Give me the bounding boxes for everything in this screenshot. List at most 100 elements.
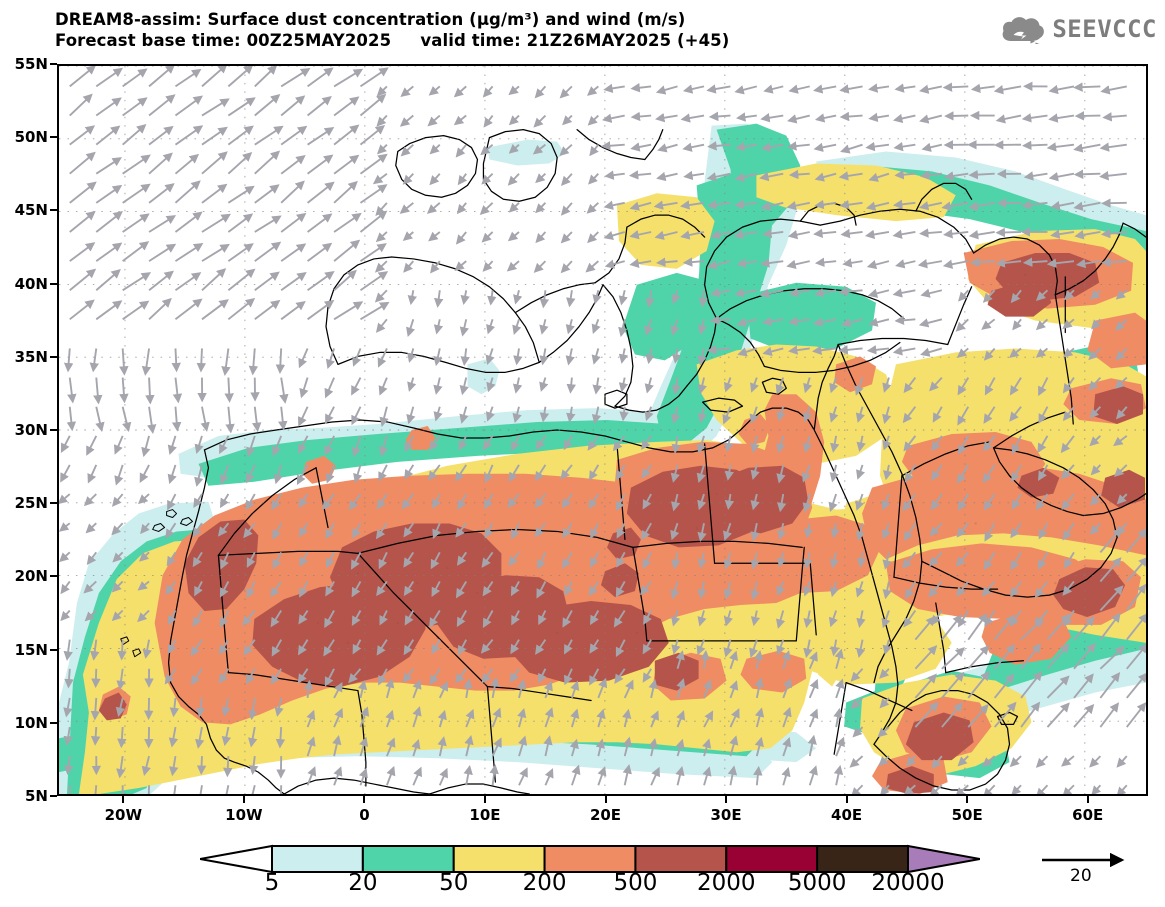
wind-vector xyxy=(957,493,970,511)
wind-vector xyxy=(830,523,840,539)
wind-vector xyxy=(539,348,549,366)
wind-vector xyxy=(140,522,150,535)
wind-vector xyxy=(351,406,362,426)
wind-vector xyxy=(618,377,629,393)
wind-vector xyxy=(95,300,123,321)
colorbar-segment xyxy=(634,845,728,873)
wind-vector xyxy=(508,85,520,96)
wind-vector xyxy=(833,764,844,786)
wind-vector xyxy=(1115,289,1128,300)
wind-vector xyxy=(399,202,414,214)
wind-vector xyxy=(894,169,916,180)
wind-vector xyxy=(642,551,652,570)
wind-vector xyxy=(654,230,678,240)
wind-vector xyxy=(829,552,840,569)
wind-vector xyxy=(280,125,308,146)
wind-vector xyxy=(166,551,177,567)
wind-vector xyxy=(227,125,254,146)
wind-vector xyxy=(1021,200,1048,210)
wind-vector xyxy=(670,493,681,512)
wind-vector xyxy=(710,287,731,298)
wind-vector xyxy=(914,673,937,699)
colorbar[interactable] xyxy=(200,844,980,874)
wind-vector xyxy=(359,736,369,757)
wind-vector xyxy=(432,522,442,540)
wind-vector xyxy=(464,734,474,757)
y-axis-label: 15N xyxy=(14,640,48,659)
colorbar-tick-label: 500 xyxy=(613,870,658,896)
wind-vector xyxy=(431,639,441,655)
wind-vector xyxy=(589,668,600,686)
wind-vector xyxy=(353,464,363,484)
wind-vector xyxy=(866,345,890,355)
wind-vector xyxy=(115,697,125,717)
wind-vector xyxy=(506,260,520,272)
colorbar-tick-label: 20 xyxy=(348,870,378,896)
wind-vector xyxy=(982,289,996,303)
wind-vector xyxy=(489,764,499,786)
wind-vector xyxy=(729,680,739,699)
wind-vector xyxy=(90,697,101,721)
wind-vector xyxy=(59,493,71,505)
colorbar-tick-label: 200 xyxy=(522,870,567,896)
wind-vector xyxy=(814,257,837,267)
wind-vector xyxy=(676,678,686,699)
wind-vector xyxy=(325,580,335,597)
wind-vector xyxy=(484,464,494,484)
wind-vector xyxy=(85,522,97,534)
wind-vector xyxy=(459,377,469,396)
wind-vector xyxy=(148,152,173,175)
wind-vector xyxy=(1046,675,1070,699)
wind-vector xyxy=(297,639,309,656)
wind-vector xyxy=(219,610,230,628)
wind-vector xyxy=(967,670,990,699)
wind-vector xyxy=(879,697,890,709)
wind-vector xyxy=(95,211,123,233)
wind-vector xyxy=(650,766,660,786)
wind-vector xyxy=(512,377,523,394)
wind-vector xyxy=(736,112,757,122)
wind-vector xyxy=(671,289,681,305)
wind-vector xyxy=(227,66,254,88)
wind-vector xyxy=(590,610,600,626)
wind-vector xyxy=(1020,643,1042,670)
wind-vector xyxy=(403,639,415,656)
wind-vector xyxy=(616,522,626,539)
wind-vector xyxy=(855,493,865,511)
wind-vector xyxy=(404,464,415,480)
wind-vector xyxy=(671,552,681,570)
y-axis-label: 55N xyxy=(14,55,48,73)
wind-vector xyxy=(615,493,626,512)
wind-vector xyxy=(680,200,705,210)
wind-vector xyxy=(615,581,626,598)
wind-vector xyxy=(1023,171,1048,181)
wind-vector xyxy=(219,435,230,455)
wind-vector xyxy=(379,610,388,626)
wind-vector xyxy=(455,522,467,538)
wind-vector xyxy=(736,317,758,327)
wind-vector xyxy=(227,213,254,233)
wind-vector xyxy=(167,639,177,655)
wind-vector xyxy=(1046,142,1075,152)
wind-vector xyxy=(217,522,230,537)
wind-vector xyxy=(828,493,838,513)
wind-vector xyxy=(220,551,230,570)
wind-vector xyxy=(63,726,73,746)
wind-vector xyxy=(1011,435,1022,455)
wind-vector xyxy=(781,766,791,786)
wind-vector xyxy=(868,83,890,93)
wind-vector xyxy=(1113,435,1128,447)
wind-vector xyxy=(753,765,763,786)
wind-vector xyxy=(850,784,864,794)
wind-vector xyxy=(760,113,784,123)
wind-vector xyxy=(697,377,707,395)
wind-vector xyxy=(865,201,890,211)
wind-vector xyxy=(1126,556,1146,583)
wind-vector xyxy=(377,348,388,368)
wind-vector xyxy=(671,348,682,364)
wind-vector xyxy=(807,734,817,757)
wind-vector xyxy=(565,319,575,335)
wind-vector xyxy=(849,755,864,768)
wind-vector xyxy=(1011,493,1022,510)
wind-vector xyxy=(894,315,916,325)
